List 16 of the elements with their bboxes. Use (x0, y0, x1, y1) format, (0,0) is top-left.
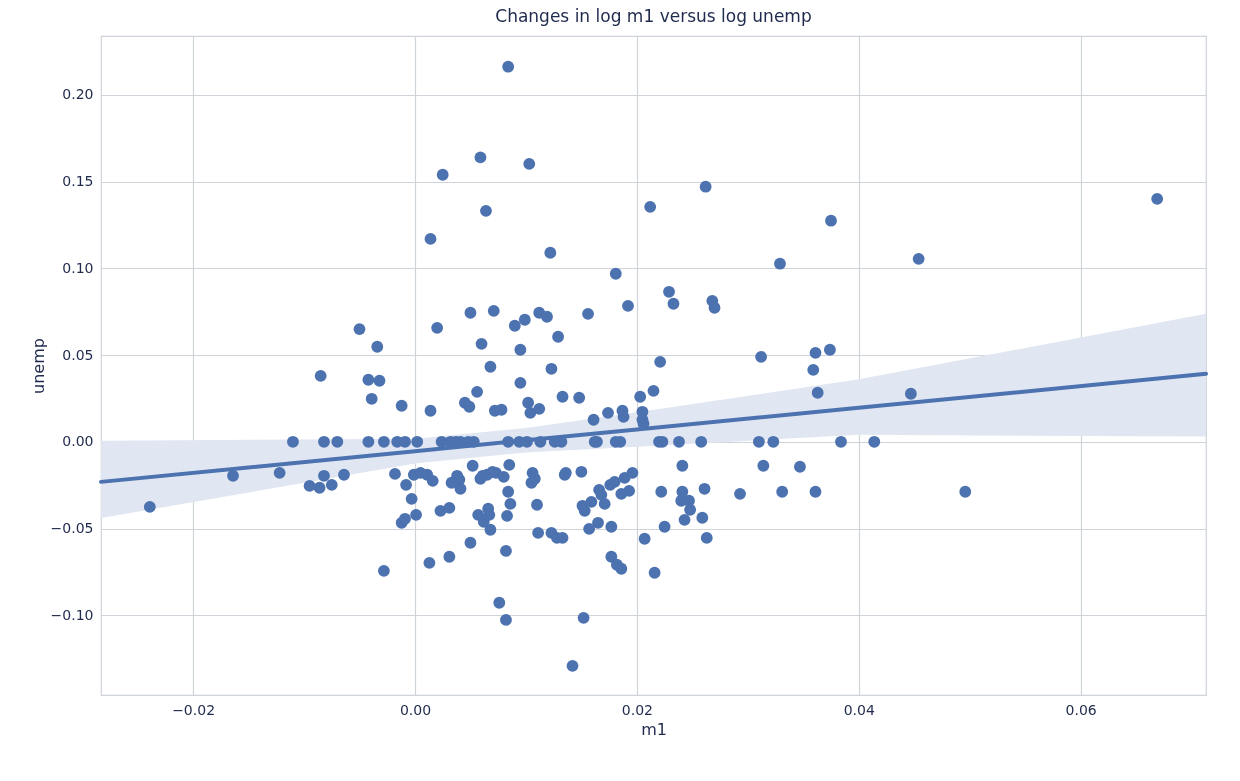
y-tick-label: 0.20 (62, 86, 94, 103)
y-tick-label: 0.15 (62, 173, 94, 190)
y-tick-label: 0.00 (62, 433, 94, 450)
x-tick-label: −0.02 (172, 701, 216, 718)
x-tick-label: 0.00 (399, 701, 432, 718)
y-tick-label: 0.10 (62, 259, 94, 276)
x-tick-label: 0.02 (621, 701, 653, 718)
line-series (99, 371, 1208, 484)
x-tick-label: 0.06 (1065, 701, 1097, 718)
y-tick-label: −0.05 (50, 520, 94, 537)
y-axis-title: unemp (28, 338, 48, 394)
x-axis-title: m1 (641, 719, 667, 739)
x-tick-label: 0.04 (843, 701, 875, 718)
y-tick-label: −0.10 (50, 606, 94, 623)
chart-title: Changes in log m1 versus log unemp (495, 6, 812, 26)
y-tick-label: 0.05 (62, 346, 94, 363)
